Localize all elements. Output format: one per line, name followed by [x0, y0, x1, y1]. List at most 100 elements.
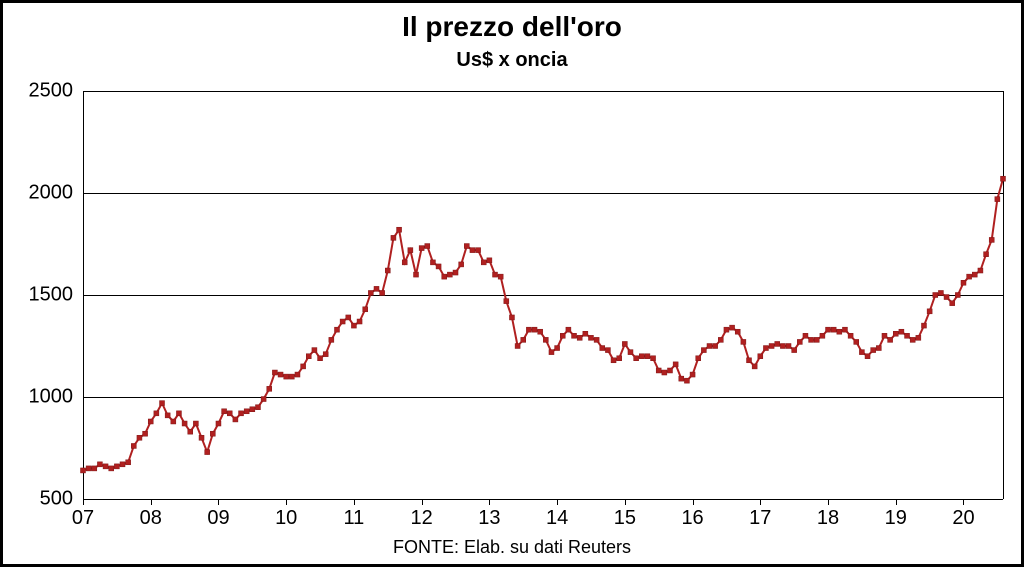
x-tick-label: 16: [681, 499, 703, 530]
price-marker: [758, 354, 763, 359]
y-tick-label: 2500: [29, 80, 84, 103]
price-marker: [357, 319, 362, 324]
price-marker: [222, 409, 227, 414]
price-marker: [628, 350, 633, 355]
price-marker: [893, 331, 898, 336]
price-marker: [859, 350, 864, 355]
price-marker: [295, 372, 300, 377]
y-tick-label: 1000: [29, 386, 84, 409]
price-marker: [261, 397, 266, 402]
price-marker: [605, 348, 610, 353]
price-marker: [916, 335, 921, 340]
price-marker: [566, 327, 571, 332]
price-marker: [730, 325, 735, 330]
price-marker: [814, 337, 819, 342]
price-marker: [188, 429, 193, 434]
price-marker: [837, 329, 842, 334]
price-marker: [600, 346, 605, 351]
x-tick-label: 19: [885, 499, 907, 530]
price-marker: [267, 386, 272, 391]
price-marker: [340, 319, 345, 324]
price-marker: [199, 435, 204, 440]
price-marker: [752, 364, 757, 369]
price-marker: [408, 248, 413, 253]
price-marker: [442, 274, 447, 279]
price-marker: [972, 272, 977, 277]
price-marker: [944, 295, 949, 300]
price-marker: [967, 274, 972, 279]
price-marker: [577, 335, 582, 340]
price-marker: [481, 260, 486, 265]
price-marker: [425, 244, 430, 249]
price-marker: [831, 327, 836, 332]
y-tick-label: 1500: [29, 284, 84, 307]
price-marker: [921, 323, 926, 328]
price-marker: [447, 272, 452, 277]
price-marker: [792, 348, 797, 353]
price-marker: [572, 333, 577, 338]
price-marker: [397, 227, 402, 232]
price-marker: [114, 464, 119, 469]
price-marker: [989, 237, 994, 242]
price-marker: [131, 443, 136, 448]
price-marker: [470, 248, 475, 253]
price-marker: [905, 333, 910, 338]
price-marker: [284, 374, 289, 379]
price-marker: [86, 466, 91, 471]
price-marker: [769, 344, 774, 349]
price-marker: [126, 460, 131, 465]
x-tick-label: 13: [478, 499, 500, 530]
price-marker: [182, 421, 187, 426]
price-marker: [961, 280, 966, 285]
price-marker: [148, 419, 153, 424]
price-marker: [368, 290, 373, 295]
price-marker: [239, 411, 244, 416]
price-marker: [888, 337, 893, 342]
plot-area: 5001000150020002500070809101112131415161…: [83, 91, 1003, 499]
price-marker: [809, 337, 814, 342]
chart-source: FONTE: Elab. su dati Reuters: [3, 537, 1021, 558]
price-series: [83, 91, 1003, 499]
price-marker: [459, 262, 464, 267]
price-marker: [763, 346, 768, 351]
price-marker: [414, 272, 419, 277]
y-tick-label: 2000: [29, 182, 84, 205]
price-marker: [323, 352, 328, 357]
price-marker: [453, 270, 458, 275]
price-marker: [351, 323, 356, 328]
price-marker: [876, 346, 881, 351]
price-marker: [984, 252, 989, 257]
chart-title: Il prezzo dell'oro: [3, 11, 1021, 43]
price-marker: [193, 421, 198, 426]
price-marker: [639, 354, 644, 359]
price-marker: [673, 362, 678, 367]
price-marker: [555, 346, 560, 351]
price-marker: [803, 333, 808, 338]
price-marker: [938, 290, 943, 295]
price-marker: [848, 333, 853, 338]
price-marker: [645, 354, 650, 359]
price-marker: [250, 407, 255, 412]
price-marker: [227, 411, 232, 416]
x-tick-label: 14: [546, 499, 568, 530]
price-marker: [797, 339, 802, 344]
x-tick-label: 10: [275, 499, 297, 530]
price-marker: [436, 264, 441, 269]
price-marker: [718, 337, 723, 342]
price-marker: [137, 435, 142, 440]
price-marker: [380, 290, 385, 295]
price-marker: [329, 337, 334, 342]
price-marker: [165, 413, 170, 418]
price-marker: [820, 333, 825, 338]
price-marker: [735, 329, 740, 334]
price-marker: [171, 419, 176, 424]
price-marker: [92, 466, 97, 471]
price-marker: [724, 327, 729, 332]
price-marker: [865, 354, 870, 359]
price-marker: [419, 246, 424, 251]
price-marker: [160, 401, 165, 406]
price-marker: [910, 337, 915, 342]
price-marker: [233, 417, 238, 422]
price-marker: [498, 274, 503, 279]
price-marker: [656, 368, 661, 373]
